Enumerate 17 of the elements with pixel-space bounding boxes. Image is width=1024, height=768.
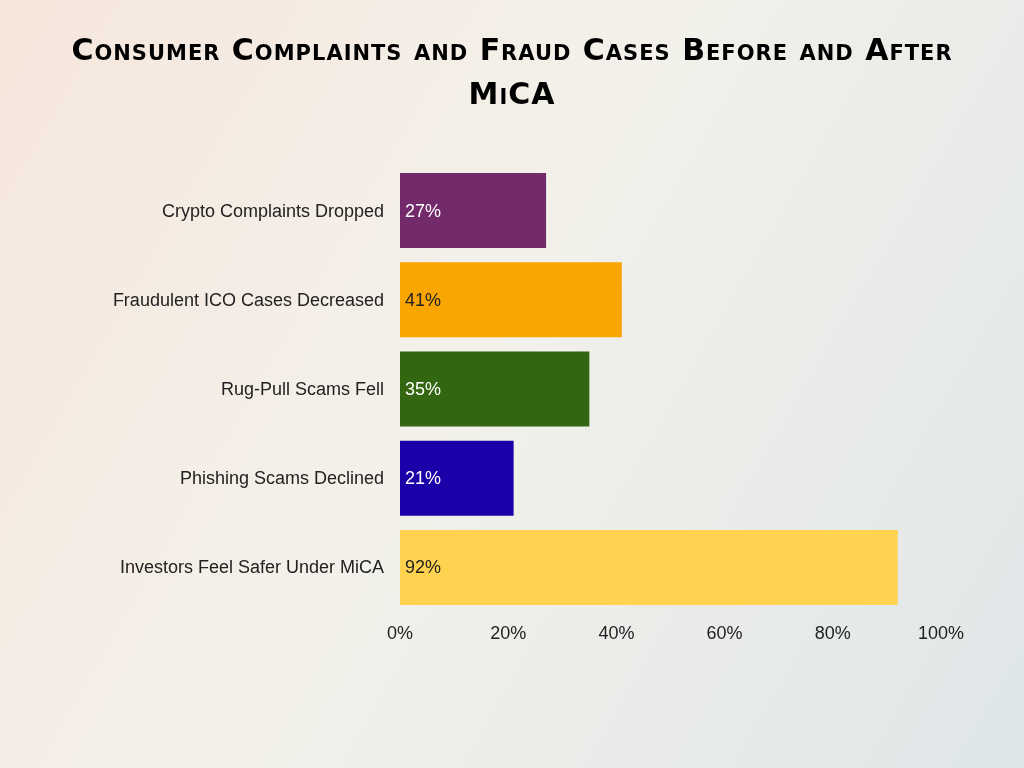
data-label: 41% — [405, 289, 442, 310]
x-tick-label: 40% — [598, 623, 635, 643]
chart-title: Consumer Complaints and Fraud Cases Before and After MiCA — [70, 31, 954, 113]
x-tick-label: 100% — [917, 623, 965, 643]
x-tick-label: 80% — [814, 623, 851, 643]
y-tick-label: Fraudulent ICO Cases Decreased — [112, 289, 384, 310]
data-label: 92% — [405, 557, 442, 578]
x-tick-label: 0% — [386, 623, 414, 643]
data-label: 35% — [405, 379, 442, 399]
y-tick-label: Crypto Complaints Dropped — [161, 200, 384, 221]
y-tick-label: Investors Feel Safer Under MiCA — [119, 557, 384, 578]
data-label: 21% — [405, 468, 442, 489]
x-tick-label: 60% — [706, 623, 743, 643]
y-tick-label: Rug-Pull Scams Fell — [220, 379, 384, 399]
x-tick-label: 20% — [490, 623, 527, 643]
y-tick-label: Phishing Scams Declined — [179, 468, 384, 489]
data-label: 27% — [405, 200, 442, 221]
